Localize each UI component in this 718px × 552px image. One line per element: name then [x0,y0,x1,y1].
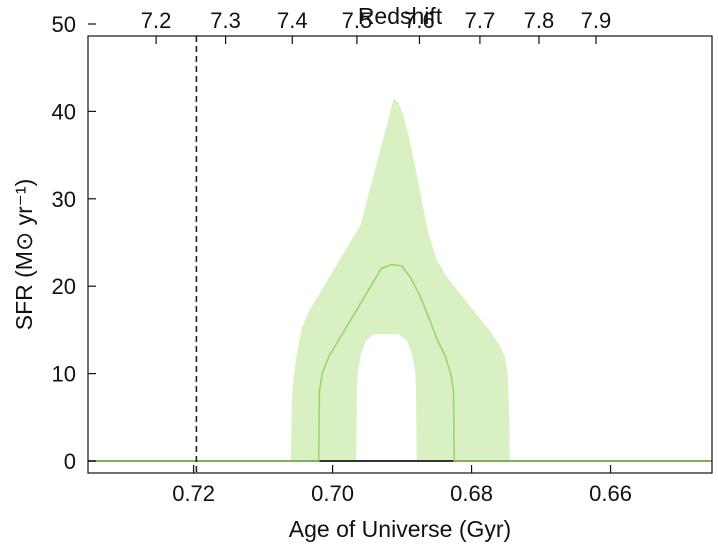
y-tick-label: 20 [52,274,76,299]
median-sfr-line [88,263,712,462]
x-tick-label: 0.70 [311,481,354,506]
top-tick-label: 7.5 [342,8,373,33]
uncertainty-band-layer [88,98,712,462]
top-tick-label: 7.3 [210,8,241,33]
x-tick-label: 0.72 [172,481,215,506]
tick-mark-layer [88,23,612,473]
top-tick-label: 7.4 [277,8,308,33]
top-tick-label: 7.6 [404,8,435,33]
uncertainty-band-upper [88,98,712,462]
x-tick-label: 0.68 [450,481,493,506]
top-tick-label: 7.7 [465,8,496,33]
y-tick-label: 0 [64,449,76,474]
y-tick-label: 40 [52,99,76,124]
y-tick-label: 10 [52,362,76,387]
uncertainty-band-lower [356,334,417,461]
top-tick-label: 7.9 [581,8,612,33]
x-tick-label: 0.66 [589,481,632,506]
tick-label-layer: 0 10 20 30 40 50 0.72 0.70 0.68 0.66 7.2 7.3 7.4 7.5 7… [52,8,632,506]
x-axis-title: Age of Universe (Gyr) [289,516,511,542]
y-axis-title: SFR (M⊙ yr⁻¹) [11,179,37,331]
top-tick-label: 7.8 [524,8,555,33]
top-tick-label: 7.2 [141,8,172,33]
plot-frame [87,35,713,474]
top-axis-title: Redshift [358,3,443,29]
y-tick-label: 30 [52,187,76,212]
y-tick-label: 50 [52,12,76,37]
series-line-layer [88,36,712,473]
